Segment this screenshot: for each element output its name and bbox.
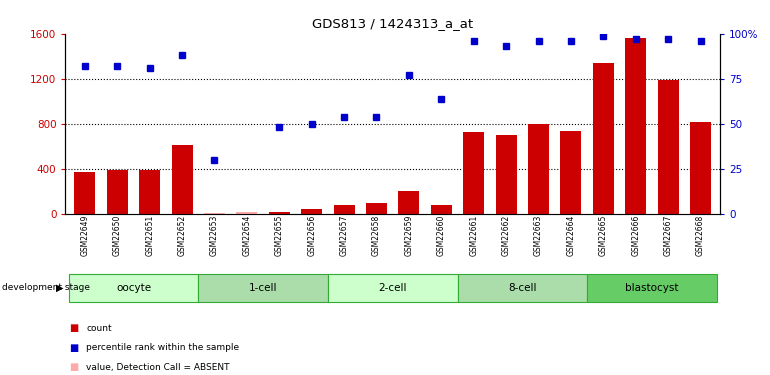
Bar xyxy=(398,191,420,214)
Text: GSM22657: GSM22657 xyxy=(340,215,349,256)
Text: GSM22653: GSM22653 xyxy=(210,215,219,256)
Text: GSM22665: GSM22665 xyxy=(599,215,608,256)
Bar xyxy=(593,63,614,214)
Text: GSM22656: GSM22656 xyxy=(307,215,316,256)
Bar xyxy=(301,209,322,214)
Text: blastocyst: blastocyst xyxy=(625,283,678,293)
Text: GSM22661: GSM22661 xyxy=(469,215,478,256)
Text: value, Detection Call = ABSENT: value, Detection Call = ABSENT xyxy=(86,363,229,372)
Bar xyxy=(561,130,581,214)
Bar xyxy=(366,202,387,214)
Text: count: count xyxy=(86,324,112,333)
Bar xyxy=(496,135,517,214)
Text: GSM22660: GSM22660 xyxy=(437,215,446,256)
Text: percentile rank within the sample: percentile rank within the sample xyxy=(86,343,239,352)
FancyBboxPatch shape xyxy=(69,274,199,302)
Text: GSM22652: GSM22652 xyxy=(178,215,186,256)
Text: GSM22664: GSM22664 xyxy=(567,215,575,256)
Title: GDS813 / 1424313_a_at: GDS813 / 1424313_a_at xyxy=(312,17,474,30)
FancyBboxPatch shape xyxy=(328,274,457,302)
Text: development stage: development stage xyxy=(2,284,89,292)
Text: 8-cell: 8-cell xyxy=(508,283,537,293)
Text: ■: ■ xyxy=(69,323,79,333)
Text: 1-cell: 1-cell xyxy=(249,283,277,293)
Bar xyxy=(75,172,95,214)
Text: oocyte: oocyte xyxy=(116,283,151,293)
Text: GSM22662: GSM22662 xyxy=(501,215,511,256)
Bar xyxy=(690,122,711,214)
Text: GSM22655: GSM22655 xyxy=(275,215,284,256)
FancyBboxPatch shape xyxy=(199,274,328,302)
Text: ■: ■ xyxy=(69,362,79,372)
Text: GSM22666: GSM22666 xyxy=(631,215,640,256)
Bar xyxy=(107,170,128,214)
Bar xyxy=(236,212,257,214)
Text: GSM22667: GSM22667 xyxy=(664,215,673,256)
Text: 2-cell: 2-cell xyxy=(378,283,407,293)
Bar xyxy=(139,170,160,214)
Bar xyxy=(172,145,192,214)
FancyBboxPatch shape xyxy=(457,274,587,302)
Text: ▶: ▶ xyxy=(56,283,64,293)
Text: GSM22658: GSM22658 xyxy=(372,215,381,256)
Text: GSM22663: GSM22663 xyxy=(534,215,543,256)
Bar xyxy=(464,132,484,214)
Bar xyxy=(658,80,678,214)
Bar xyxy=(430,205,452,214)
Bar xyxy=(269,211,290,214)
FancyBboxPatch shape xyxy=(587,274,717,302)
Bar xyxy=(625,38,646,214)
Bar xyxy=(204,213,225,214)
Text: GSM22651: GSM22651 xyxy=(146,215,154,256)
Text: GSM22668: GSM22668 xyxy=(696,215,705,256)
Text: GSM22650: GSM22650 xyxy=(112,215,122,256)
Text: GSM22654: GSM22654 xyxy=(243,215,251,256)
Text: GSM22649: GSM22649 xyxy=(80,215,89,256)
Bar xyxy=(528,124,549,214)
Bar xyxy=(333,205,355,214)
Text: GSM22659: GSM22659 xyxy=(404,215,413,256)
Text: ■: ■ xyxy=(69,343,79,352)
